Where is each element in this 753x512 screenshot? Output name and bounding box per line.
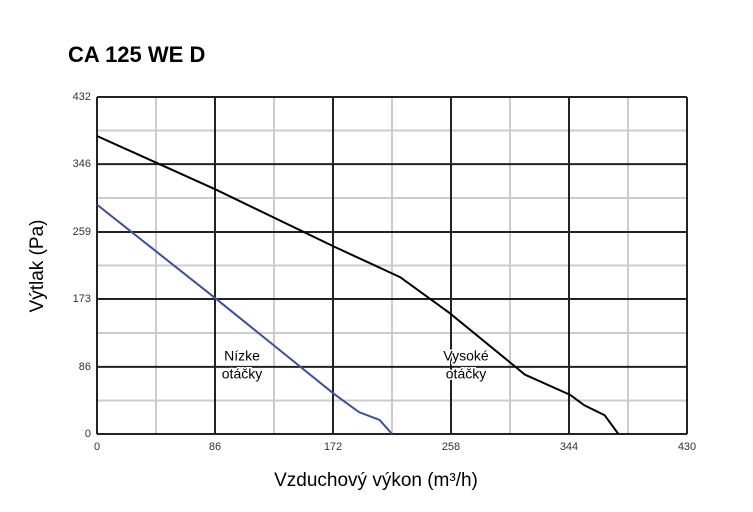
x-tick-label: 430 (678, 441, 696, 453)
x-axis-label: Vzduchový výkon (m³/h) (274, 470, 478, 491)
x-tick-label: 172 (324, 441, 342, 453)
y-axis-label: Výtlak (Pa) (27, 220, 48, 313)
x-tick-label: 86 (209, 441, 221, 453)
chart-title: CA 125 WE D (68, 42, 205, 67)
series-line (96, 135, 620, 435)
annotation: otáčky (446, 366, 486, 382)
series-line (96, 203, 393, 435)
y-tick-label: 86 (79, 361, 91, 373)
annotation: Nízke (224, 348, 260, 364)
annotation: otáčky (222, 366, 262, 382)
y-tick-label: 346 (73, 158, 91, 170)
y-tick-label: 173 (73, 293, 91, 305)
y-tick-label: 432 (73, 91, 91, 103)
x-tick-label: 344 (560, 441, 578, 453)
annotation: Vysoké (443, 348, 489, 364)
x-tick-label: 0 (94, 441, 100, 453)
y-tick-label: 0 (85, 428, 91, 440)
y-tick-label: 259 (73, 226, 91, 238)
x-tick-label: 258 (442, 441, 460, 453)
